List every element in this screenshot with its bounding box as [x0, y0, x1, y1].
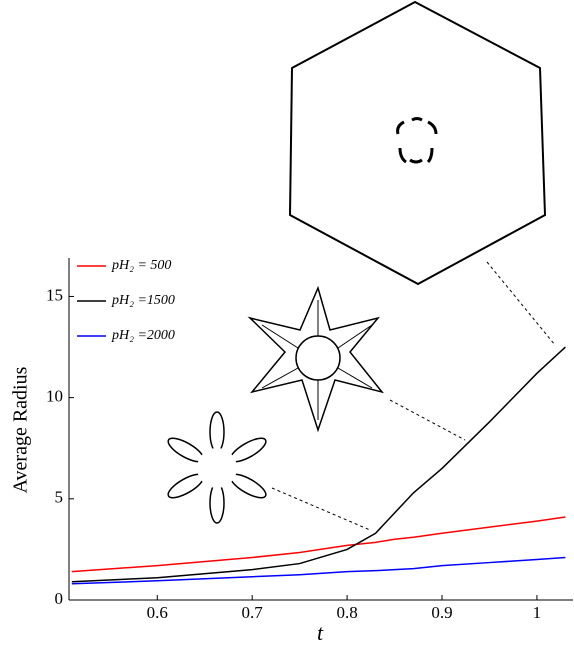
y-tick-label: 5 — [55, 488, 64, 507]
legend-label: pH₂ =1500 — [111, 293, 175, 308]
x-tick-label: 0.6 — [147, 603, 168, 622]
x-tick-label: 0.7 — [242, 603, 264, 622]
legend-label: pH₂ =2000 — [111, 328, 175, 343]
x-axis-label: t — [317, 620, 324, 645]
inset-small — [167, 411, 267, 524]
y-tick-label: 15 — [46, 285, 63, 304]
connector-lines — [271, 261, 556, 531]
series-line — [71, 516, 566, 573]
x-tick-label: 0.8 — [336, 603, 357, 622]
series-line — [71, 346, 566, 583]
series-line — [71, 556, 566, 585]
y-tick-label: 0 — [55, 589, 64, 608]
x-tick-label: 1 — [533, 603, 542, 622]
inset-medium — [247, 285, 384, 433]
y-tick-label: 10 — [46, 387, 63, 406]
y-axis-label: Average Radius — [10, 366, 32, 493]
inset-large — [288, 0, 547, 286]
x-tick-label: 0.9 — [431, 603, 452, 622]
legend-label: pH₂ = 500 — [111, 258, 171, 273]
